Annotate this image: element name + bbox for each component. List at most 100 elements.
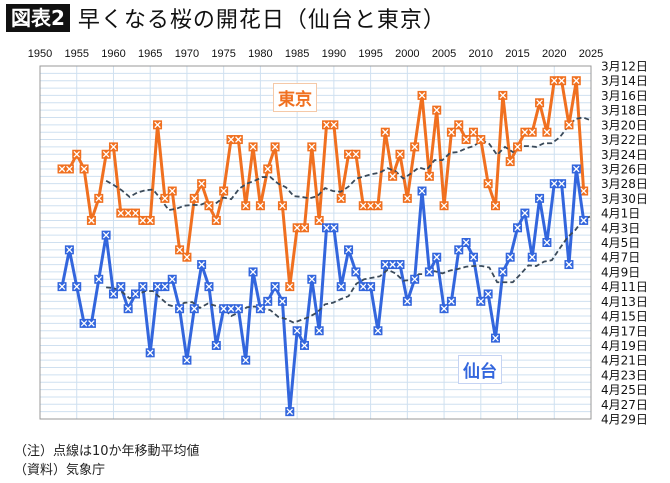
data-point-sendai xyxy=(344,245,354,255)
data-point-sendai xyxy=(131,289,141,299)
data-point-tokyo xyxy=(138,215,148,225)
series-line-sendai xyxy=(60,167,586,414)
y-tick-label: 4月15日 xyxy=(601,310,648,324)
data-point-tokyo xyxy=(490,201,500,211)
data-point-sendai xyxy=(277,296,287,306)
y-tick-label: 3月12日 xyxy=(601,60,648,74)
data-point-sendai xyxy=(79,318,89,328)
y-tick-label: 4月3日 xyxy=(601,221,640,235)
y-tick-label: 4月27日 xyxy=(601,398,648,412)
data-point-tokyo xyxy=(307,142,317,152)
y-tick-label: 4月21日 xyxy=(601,354,648,368)
data-point-sendai xyxy=(285,407,295,417)
data-point-tokyo xyxy=(336,193,346,203)
data-point-tokyo xyxy=(454,120,464,130)
data-point-tokyo xyxy=(145,215,155,225)
data-point-sendai xyxy=(476,296,486,306)
data-point-sendai xyxy=(292,326,302,336)
data-point-tokyo xyxy=(520,127,530,137)
data-point-tokyo xyxy=(292,223,302,233)
data-point-tokyo xyxy=(299,223,309,233)
data-point-sendai xyxy=(373,326,383,336)
data-point-tokyo xyxy=(211,215,221,225)
data-point-sendai xyxy=(86,318,96,328)
y-tick-label: 3月16日 xyxy=(601,89,648,103)
data-point-sendai xyxy=(233,304,243,314)
data-point-tokyo xyxy=(182,252,192,262)
data-point-tokyo xyxy=(424,171,434,181)
data-point-tokyo xyxy=(579,186,589,196)
data-point-sendai xyxy=(498,267,508,277)
data-point-sendai xyxy=(542,238,552,247)
data-point-sendai xyxy=(505,252,515,262)
data-point-tokyo xyxy=(64,164,74,174)
data-point-sendai xyxy=(160,282,170,292)
chart-title: 早くなる桜の開花日（仙台と東京） xyxy=(77,8,446,33)
data-point-sendai xyxy=(329,223,339,233)
x-tick-label: 1955 xyxy=(64,48,88,60)
x-tick-label: 1980 xyxy=(248,48,272,60)
title-row: 図表2 早くなる桜の開花日（仙台と東京） xyxy=(6,3,446,33)
data-point-sendai xyxy=(248,267,258,277)
data-point-sendai xyxy=(57,282,67,292)
data-point-tokyo xyxy=(153,120,163,130)
data-point-sendai xyxy=(366,282,376,292)
x-tick-label: 1965 xyxy=(138,48,162,60)
x-tick-label: 1950 xyxy=(28,48,52,60)
data-point-tokyo xyxy=(233,135,243,145)
data-point-tokyo xyxy=(116,208,126,218)
data-point-sendai xyxy=(299,340,309,350)
moving-average-line-sendai xyxy=(106,215,592,324)
data-point-tokyo xyxy=(373,201,383,211)
x-tick-label: 2025 xyxy=(579,48,603,60)
x-tick-label: 2010 xyxy=(469,48,493,60)
data-point-sendai xyxy=(101,230,111,240)
data-point-sendai xyxy=(314,326,324,336)
x-tick-label: 1985 xyxy=(285,48,309,60)
data-point-sendai xyxy=(564,260,574,270)
data-point-tokyo xyxy=(277,201,287,211)
y-tick-label: 3月30日 xyxy=(601,192,648,206)
data-point-sendai xyxy=(454,245,464,255)
x-tick-label: 1995 xyxy=(358,48,382,60)
data-point-tokyo xyxy=(270,142,280,152)
y-tick-label: 4月11日 xyxy=(601,280,648,294)
data-point-tokyo xyxy=(366,201,376,211)
data-point-sendai xyxy=(167,274,177,284)
data-point-tokyo xyxy=(439,201,449,211)
data-point-tokyo xyxy=(564,120,574,130)
x-tick-label: 1975 xyxy=(211,48,235,60)
data-point-tokyo xyxy=(388,171,398,181)
data-point-tokyo xyxy=(226,135,236,145)
data-point-sendai xyxy=(182,355,192,365)
data-point-tokyo xyxy=(395,149,405,159)
data-point-sendai xyxy=(417,186,427,196)
data-point-tokyo xyxy=(549,76,559,86)
data-point-tokyo xyxy=(358,201,368,211)
y-tick-label: 3月20日 xyxy=(601,118,648,132)
data-point-sendai xyxy=(189,304,199,314)
data-point-sendai xyxy=(255,304,265,314)
data-point-sendai xyxy=(322,223,332,233)
y-tick-label: 3月18日 xyxy=(601,104,648,118)
x-tick-label: 1970 xyxy=(175,48,199,60)
data-point-sendai xyxy=(153,282,163,292)
data-point-sendai xyxy=(211,340,221,350)
plot-border xyxy=(39,65,592,420)
x-tick-label: 2015 xyxy=(505,48,529,60)
data-point-tokyo xyxy=(131,208,141,218)
data-point-tokyo xyxy=(351,149,361,159)
legend-sendai: 仙台 xyxy=(458,355,502,384)
data-point-sendai xyxy=(138,282,148,292)
legend-tokyo: 東京 xyxy=(273,83,317,112)
y-tick-label: 4月29日 xyxy=(601,413,648,427)
note-source: （資料）気象庁 xyxy=(14,463,106,478)
data-point-sendai xyxy=(175,304,185,314)
y-tick-label: 4月13日 xyxy=(601,295,648,309)
data-point-sendai xyxy=(520,208,530,218)
x-tick-label: 1990 xyxy=(322,48,346,60)
data-point-tokyo xyxy=(498,90,508,100)
data-point-tokyo xyxy=(219,186,229,196)
data-point-sendai xyxy=(64,245,74,255)
